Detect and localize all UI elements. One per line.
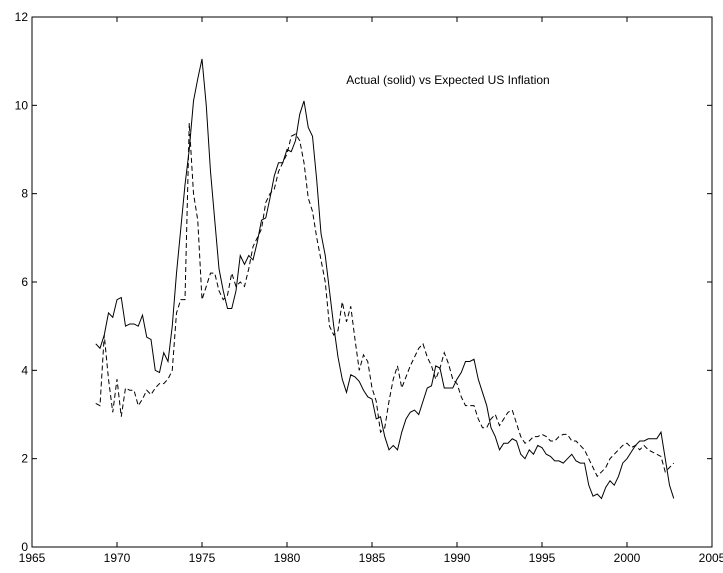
x-tick-label: 1985 — [359, 551, 386, 565]
y-tick-label: 4 — [21, 363, 28, 377]
chart-title: Actual (solid) vs Expected US Inflation — [346, 73, 549, 87]
x-tick-label: 1980 — [274, 551, 301, 565]
plot-frame — [31, 16, 713, 548]
x-tick-label: 2000 — [614, 551, 641, 565]
series-line — [95, 58, 675, 500]
y-tick-label: 8 — [21, 187, 28, 201]
y-tick-label: 0 — [21, 540, 28, 554]
x-tick-label: 1995 — [529, 551, 556, 565]
x-tick-label: 1965 — [19, 551, 46, 565]
y-tick-label: 12 — [15, 10, 29, 24]
x-tick-label: 1975 — [189, 551, 216, 565]
y-tick-label: 2 — [21, 452, 28, 466]
x-tick-label: 1990 — [444, 551, 471, 565]
x-tick-label: 1970 — [104, 551, 131, 565]
y-tick-label: 6 — [21, 275, 28, 289]
series-line — [95, 122, 675, 478]
x-tick-label: 2005 — [699, 551, 723, 565]
y-tick-label: 10 — [15, 98, 29, 112]
